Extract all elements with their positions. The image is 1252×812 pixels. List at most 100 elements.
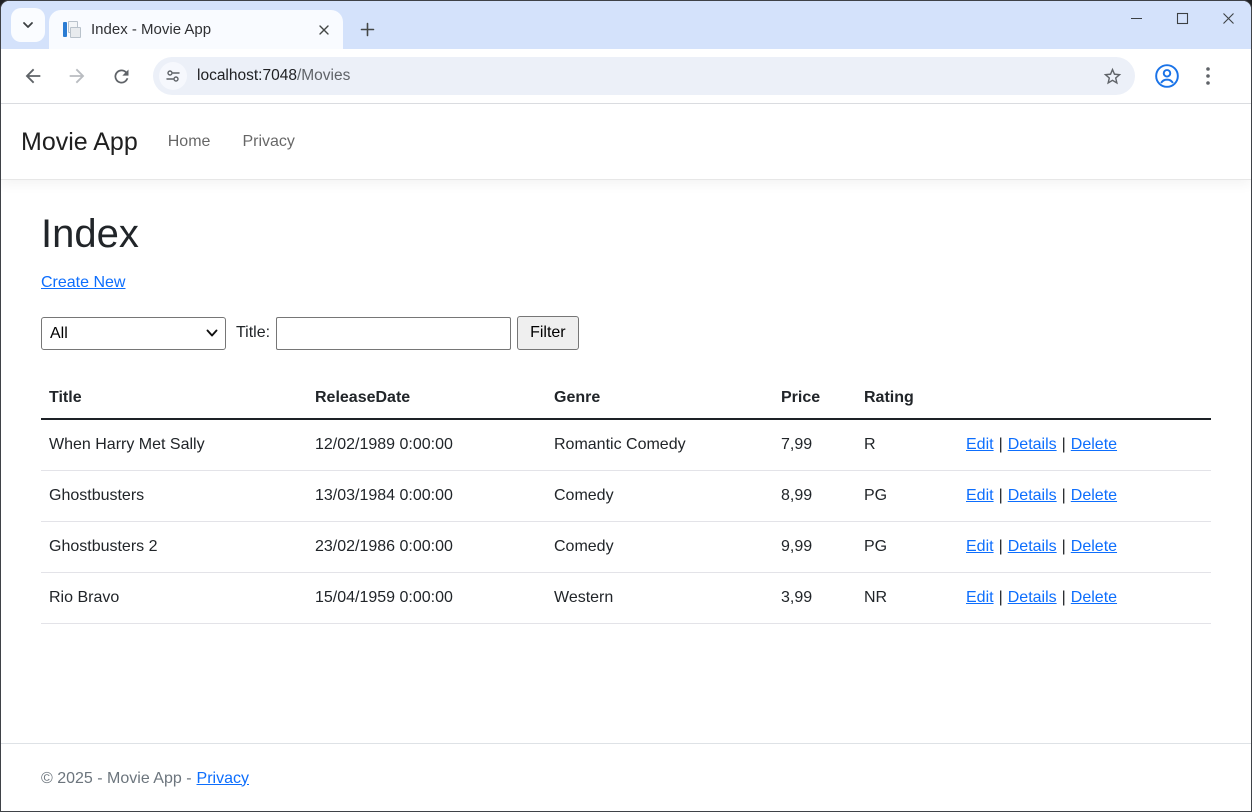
aspnet-favicon-icon <box>63 20 81 39</box>
movie-title-cell: Ghostbusters <box>41 470 307 522</box>
window-controls <box>1113 1 1251 49</box>
title-filter-label: Title: <box>236 324 271 341</box>
action-separator: | <box>1061 436 1066 453</box>
tab-strip-chevron-button[interactable] <box>11 8 45 42</box>
movie-actions-cell: Edit | Details | Delete <box>958 572 1211 624</box>
tab-close-icon[interactable] <box>315 21 333 39</box>
movie-actions-cell: Edit | Details | Delete <box>958 470 1211 522</box>
back-arrow-icon <box>25 68 41 84</box>
movie-title-cell: Rio Bravo <box>41 572 307 624</box>
column-header-title: Title <box>41 378 307 420</box>
minimize-icon <box>1130 17 1142 19</box>
chevron-down-icon <box>23 22 33 28</box>
movie-price-cell: 7,99 <box>773 419 856 471</box>
movie-genre-cell: Romantic Comedy <box>546 419 773 471</box>
action-separator: | <box>1061 487 1066 504</box>
table-row: Rio Bravo 15/04/1959 0:00:00 Western 3,9… <box>41 572 1211 624</box>
url-text: localhost:7048/Movies <box>197 67 1097 85</box>
forward-arrow-icon <box>69 68 85 84</box>
details-link[interactable]: Details <box>1007 589 1057 606</box>
page-title: Index <box>41 212 139 256</box>
new-tab-button[interactable] <box>353 15 381 43</box>
footer-copyright: © 2025 - Movie App - <box>41 769 192 787</box>
profile-icon <box>1155 64 1179 88</box>
forward-button[interactable] <box>58 57 96 95</box>
filter-form: All Title: Filter <box>41 316 1211 350</box>
nav-link-home[interactable]: Home <box>167 133 211 150</box>
column-header-rating: Rating <box>856 378 958 420</box>
genre-select-wrap: All <box>41 316 226 350</box>
action-separator: | <box>998 487 1003 504</box>
movie-rating-cell: NR <box>856 572 958 624</box>
edit-link[interactable]: Edit <box>966 538 994 555</box>
movie-genre-cell: Western <box>546 572 773 624</box>
details-link[interactable]: Details <box>1007 487 1057 504</box>
table-row: When Harry Met Sally 12/02/1989 0:00:00 … <box>41 419 1211 471</box>
action-separator: | <box>998 589 1003 606</box>
movie-rating-cell: PG <box>856 470 958 522</box>
movie-date-cell: 15/04/1959 0:00:00 <box>307 572 546 624</box>
app-navbar: Movie App Home Privacy <box>1 105 1251 180</box>
create-new-link[interactable]: Create New <box>41 274 126 291</box>
movie-price-cell: 8,99 <box>773 470 856 522</box>
movie-price-cell: 3,99 <box>773 572 856 624</box>
movie-actions-cell: Edit | Details | Delete <box>958 521 1211 573</box>
back-button[interactable] <box>14 57 52 95</box>
profile-button[interactable] <box>1147 56 1187 96</box>
edit-link[interactable]: Edit <box>966 487 994 504</box>
browser-toolbar: localhost:7048/Movies <box>1 49 1251 104</box>
star-icon <box>1103 67 1121 84</box>
maximize-icon <box>1176 12 1188 24</box>
three-dot-menu-icon <box>1206 67 1210 85</box>
site-settings-button[interactable] <box>159 62 187 90</box>
details-link[interactable]: Details <box>1007 538 1057 555</box>
movie-actions-cell: Edit | Details | Delete <box>958 419 1211 471</box>
navbar-links: Home Privacy <box>152 125 311 159</box>
details-link[interactable]: Details <box>1007 436 1057 453</box>
edit-link[interactable]: Edit <box>966 436 994 453</box>
close-window-button[interactable] <box>1205 1 1251 35</box>
title-filter-input[interactable] <box>276 316 512 350</box>
movie-date-cell: 23/02/1986 0:00:00 <box>307 521 546 573</box>
movie-price-cell: 9,99 <box>773 521 856 573</box>
navbar-brand[interactable]: Movie App <box>21 127 138 156</box>
column-header-price: Price <box>773 378 856 420</box>
tab-title: Index - Movie App <box>91 21 212 38</box>
filter-button[interactable]: Filter <box>517 316 579 350</box>
url-bar[interactable]: localhost:7048/Movies <box>153 57 1135 95</box>
plus-icon <box>360 22 374 36</box>
movies-table: Title ReleaseDate Genre Price Rating Whe… <box>41 378 1211 624</box>
nav-link-privacy[interactable]: Privacy <box>242 133 295 150</box>
minimize-button[interactable] <box>1113 1 1159 35</box>
movie-title-cell: Ghostbusters 2 <box>41 521 307 573</box>
movie-genre-cell: Comedy <box>546 470 773 522</box>
action-separator: | <box>998 538 1003 555</box>
url-host: localhost:7048 <box>197 67 297 84</box>
footer-privacy-link[interactable]: Privacy <box>196 769 249 787</box>
action-separator: | <box>1061 589 1066 606</box>
table-row: Ghostbusters 13/03/1984 0:00:00 Comedy 8… <box>41 470 1211 522</box>
browser-titlebar: Index - Movie App <box>1 1 1251 49</box>
genre-select[interactable]: All <box>41 316 226 350</box>
reload-button[interactable] <box>102 57 140 95</box>
close-icon <box>1222 12 1234 24</box>
movie-title-cell: When Harry Met Sally <box>41 419 307 471</box>
reload-icon <box>113 68 128 83</box>
bookmark-button[interactable] <box>1097 61 1127 91</box>
table-row: Ghostbusters 2 23/02/1986 0:00:00 Comedy… <box>41 521 1211 573</box>
movie-rating-cell: R <box>856 419 958 471</box>
maximize-button[interactable] <box>1159 1 1205 35</box>
delete-link[interactable]: Delete <box>1070 487 1118 504</box>
action-separator: | <box>1061 538 1066 555</box>
browser-menu-button[interactable] <box>1191 59 1225 93</box>
browser-tab[interactable]: Index - Movie App <box>49 10 343 49</box>
url-path: /Movies <box>296 67 351 84</box>
movie-genre-cell: Comedy <box>546 521 773 573</box>
movie-date-cell: 12/02/1989 0:00:00 <box>307 419 546 471</box>
movie-date-cell: 13/03/1984 0:00:00 <box>307 470 546 522</box>
delete-link[interactable]: Delete <box>1070 436 1118 453</box>
movies-table-header: Title ReleaseDate Genre Price Rating <box>41 378 1211 420</box>
edit-link[interactable]: Edit <box>966 589 994 606</box>
delete-link[interactable]: Delete <box>1070 589 1118 606</box>
delete-link[interactable]: Delete <box>1070 538 1118 555</box>
